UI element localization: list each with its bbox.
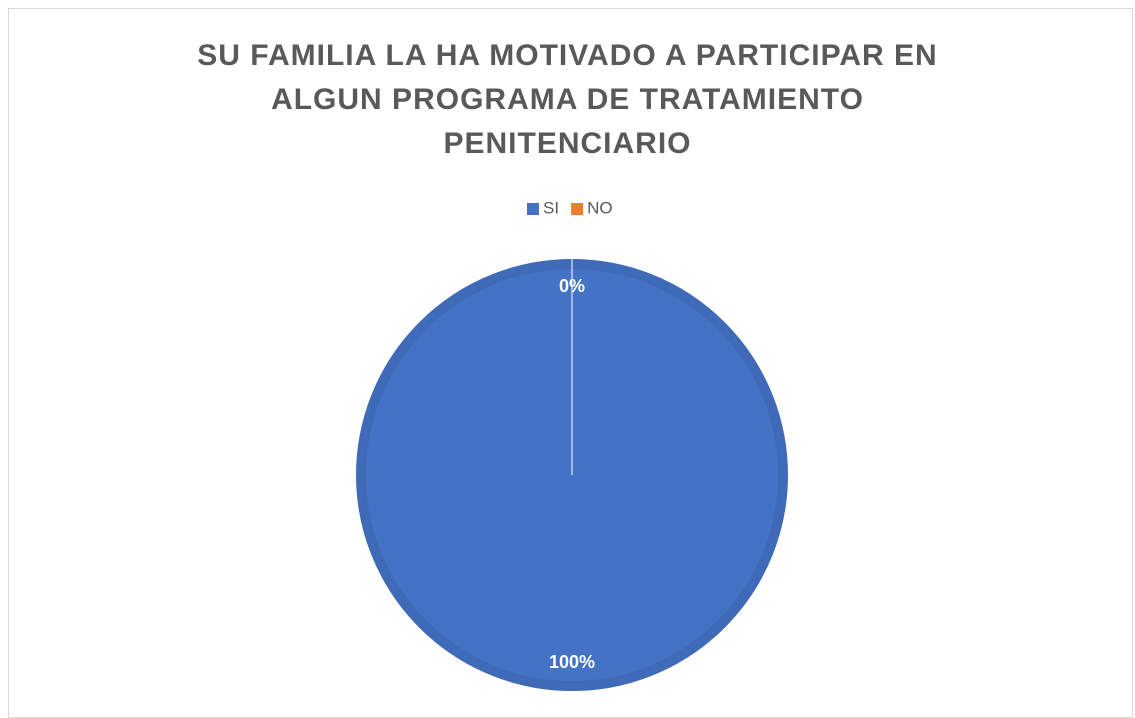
data-label: 100% [549, 652, 595, 672]
chart-title: SU FAMILIA LA HA MOTIVADO A PARTICIPAR E… [197, 39, 938, 160]
data-label: 0% [559, 276, 585, 296]
legend-label: SI [543, 198, 559, 217]
legend-swatch [571, 203, 584, 215]
legend-swatch [527, 203, 539, 215]
title-box: SU FAMILIA LA HA MOTIVADO A PARTICIPAR E… [0, 34, 1135, 166]
legend-label: NO [587, 198, 613, 217]
